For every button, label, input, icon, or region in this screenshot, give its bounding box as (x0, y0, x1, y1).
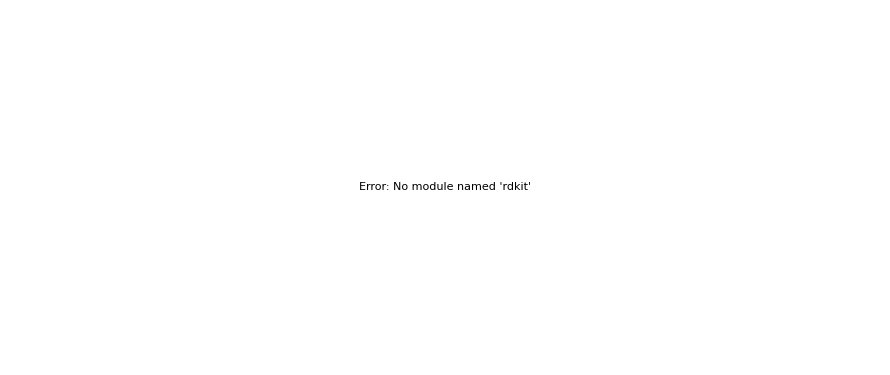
Text: Error: No module named 'rdkit': Error: No module named 'rdkit' (359, 183, 531, 192)
